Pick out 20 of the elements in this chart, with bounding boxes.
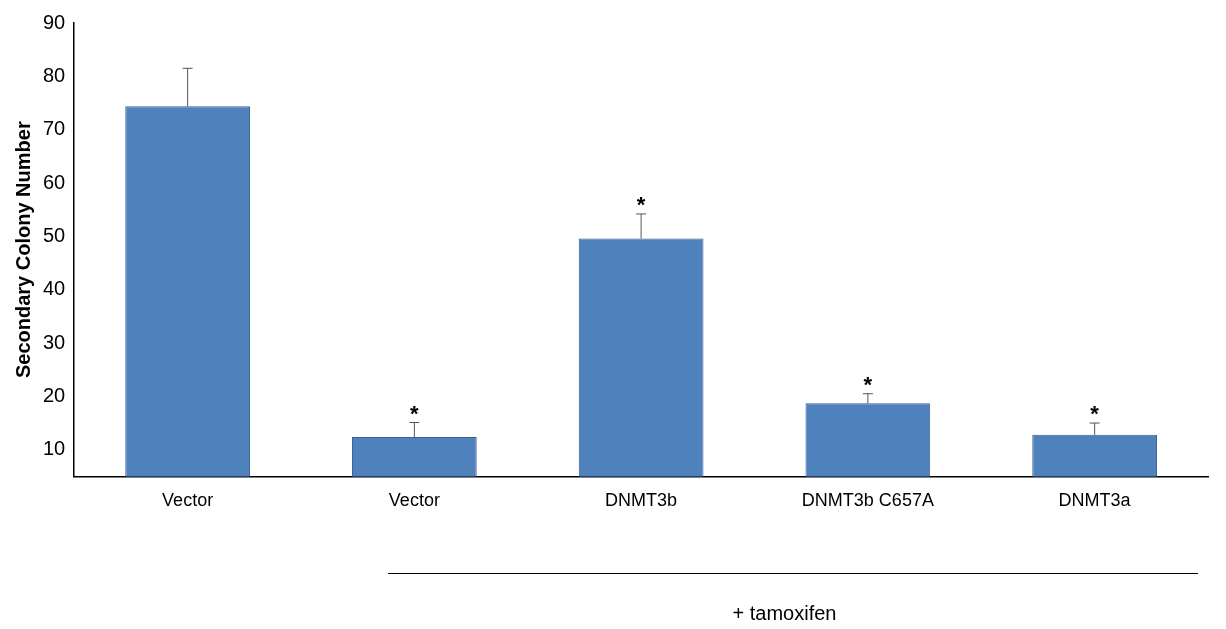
y-tick-label: 90 (43, 10, 66, 33)
text: + tamoxifen (732, 601, 837, 624)
data-label: * (410, 400, 420, 426)
x-tick-label: Vector (388, 490, 440, 511)
data-label: * (636, 191, 646, 217)
y-tick-label: 60 (43, 170, 66, 193)
y-tick-label: 40 (43, 277, 66, 300)
y-tick-label: 30 (43, 330, 66, 353)
x-tick-label: DNMT3b C657A (801, 490, 934, 511)
x-tick-label: DNMT3b (605, 490, 678, 511)
data-label: * (1090, 401, 1100, 427)
x-tick-label: DNMT3a (1058, 490, 1132, 511)
y-axis-title: Secondary Colony Number (11, 121, 34, 379)
y-tick-label: 50 (43, 223, 66, 246)
x-tick-label: Vector (162, 490, 214, 511)
data-label: * (863, 371, 873, 397)
y-tick-label: 80 (43, 63, 66, 86)
y-tick-label: 70 (43, 117, 66, 140)
y-tick-label: 10 (43, 437, 66, 460)
y-tick-label: 20 (43, 383, 66, 406)
